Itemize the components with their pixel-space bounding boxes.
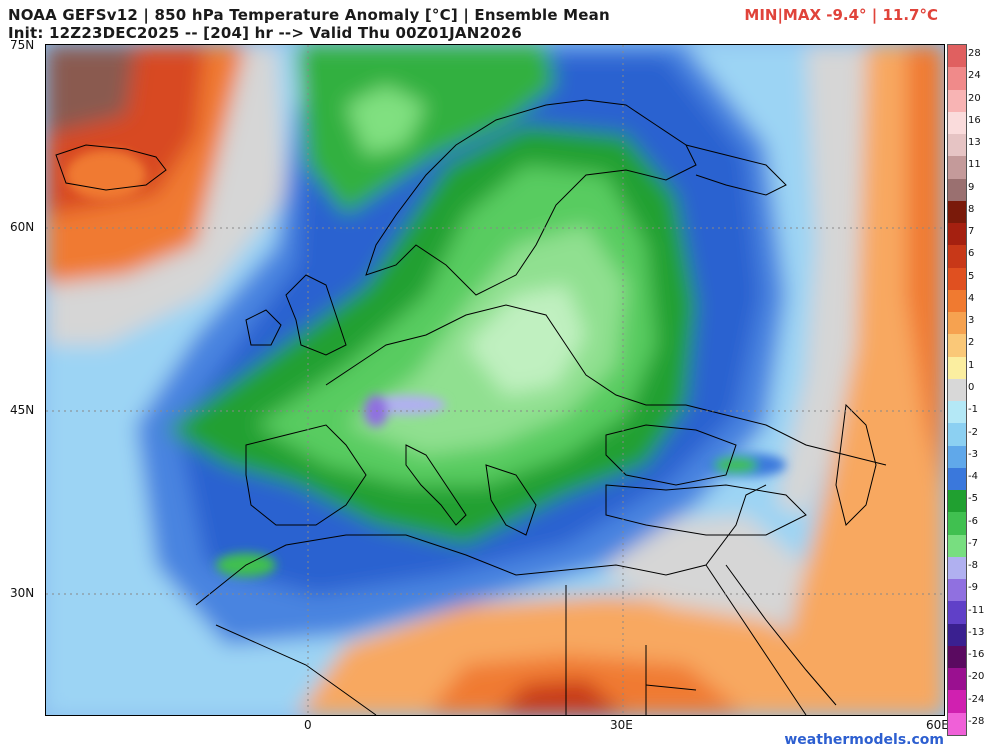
colorbar-segment: [948, 512, 966, 536]
colorbar-segment: [948, 89, 966, 113]
colorbar-segment: [948, 401, 966, 424]
colorbar-tick-label: -28: [968, 715, 985, 727]
colorbar-segment: [948, 423, 966, 447]
colorbar-segment: [948, 156, 966, 180]
colorbar: [947, 44, 967, 736]
colorbar-tick-label: -3: [968, 448, 978, 460]
colorbar-segment: [948, 200, 966, 224]
map-canvas[interactable]: [45, 44, 945, 716]
colorbar-segment: [948, 312, 966, 335]
anomaly-field: [46, 45, 944, 715]
map-title: NOAA GEFSv12 | 850 hPa Temperature Anoma…: [8, 6, 610, 24]
colorbar-tick-label: -9: [968, 582, 978, 594]
lat-label-45n: 45N: [10, 403, 35, 417]
colorbar-tick-label: -11: [968, 604, 985, 616]
colorbar-tick-label: 1: [968, 359, 975, 371]
colorbar-segment: [948, 45, 966, 68]
colorbar-segment: [948, 223, 966, 246]
colorbar-segment: [948, 645, 966, 669]
colorbar-segment: [948, 668, 966, 691]
lat-label-60n: 60N: [10, 220, 35, 234]
colorbar-tick-label: -24: [968, 693, 985, 705]
colorbar-segment: [948, 267, 966, 291]
lat-label-75n: 75N: [10, 38, 35, 52]
colorbar-tick-label: -2: [968, 426, 978, 438]
graticule: [46, 45, 944, 715]
colorbar-segment: [948, 334, 966, 358]
colorbar-tick-label: 0: [968, 382, 975, 393]
colorbar-tick-label: 24: [968, 70, 981, 82]
colorbar-tick-label: 11: [968, 159, 981, 171]
colorbar-segment: [948, 378, 966, 402]
colorbar-tick-label: 7: [968, 226, 975, 238]
colorbar-segment: [948, 467, 966, 491]
colorbar-segment: [948, 690, 966, 714]
colorbar-segment: [948, 245, 966, 269]
colorbar-tick-label: -7: [968, 537, 978, 549]
lat-label-30n: 30N: [10, 586, 35, 600]
lon-label-30e: 30E: [610, 718, 633, 732]
colorbar-tick-label: -13: [968, 626, 985, 638]
colorbar-tick-label: 9: [968, 181, 975, 193]
colorbar-segment: [948, 134, 966, 157]
colorbar-tick-label: 3: [968, 315, 975, 327]
colorbar-segment: [948, 579, 966, 602]
colorbar-segment: [948, 490, 966, 513]
colorbar-tick-label: -8: [968, 560, 978, 572]
colorbar-tick-label: 8: [968, 203, 975, 215]
colorbar-tick-label: -5: [968, 493, 978, 505]
min-max-readout: MIN|MAX -9.4° | 11.7°C: [744, 6, 938, 24]
colorbar-segment: [948, 111, 966, 135]
lon-label-60e: 60E: [926, 718, 949, 732]
colorbar-tick-label: 4: [968, 292, 975, 304]
colorbar-segment: [948, 556, 966, 580]
colorbar-segment: [948, 601, 966, 625]
coastlines-borders: [55, 99, 887, 715]
colorbar-tick-label: -1: [968, 404, 978, 416]
colorbar-tick-label: 5: [968, 270, 975, 282]
colorbar-tick-label: -16: [968, 649, 985, 661]
lon-label-0: 0: [304, 718, 312, 732]
colorbar-segment: [948, 623, 966, 647]
colorbar-tick-label: -6: [968, 515, 978, 527]
colorbar-segment: [948, 178, 966, 202]
colorbar-segment: [948, 67, 966, 90]
colorbar-tick-label: 2: [968, 337, 975, 349]
colorbar-segment: [948, 356, 966, 380]
colorbar-tick-label: -20: [968, 671, 985, 683]
credit-text: weathermodels.com: [784, 732, 944, 748]
colorbar-tick-label: 16: [968, 114, 981, 126]
colorbar-segment: [948, 712, 966, 736]
colorbar-segment: [948, 534, 966, 558]
colorbar-tick-label: 28: [968, 48, 981, 60]
colorbar-segment: [948, 445, 966, 469]
map-init-valid-time: Init: 12Z23DEC2025 -- [204] hr --> Valid…: [8, 24, 523, 42]
colorbar-tick-label: 13: [968, 137, 981, 149]
colorbar-tick-label: 6: [968, 248, 975, 260]
colorbar-tick-label: -4: [968, 471, 978, 483]
colorbar-segment: [948, 289, 966, 313]
temperature-anomaly-map: [46, 45, 944, 715]
colorbar-tick-label: 20: [968, 92, 981, 104]
